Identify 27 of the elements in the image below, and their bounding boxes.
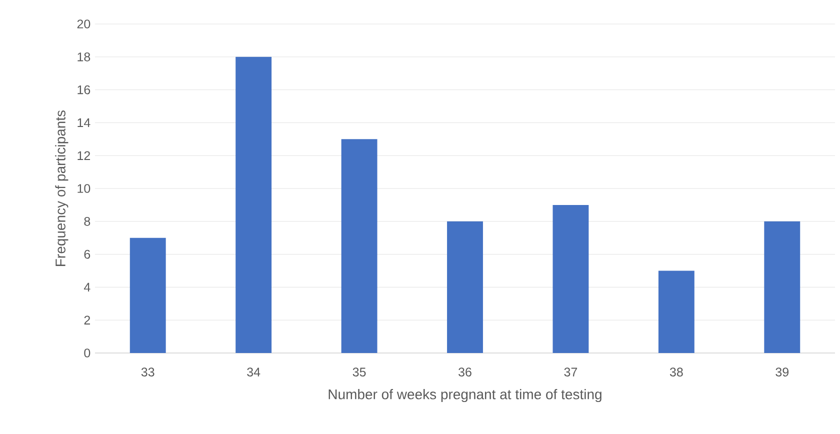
x-axis-title: Number of weeks pregnant at time of testing [328, 389, 602, 402]
y-axis-title: Frequency of participants [55, 110, 68, 266]
x-tick-label: 34 [247, 368, 260, 376]
x-tick-label: 33 [141, 368, 154, 376]
bar [130, 238, 166, 353]
bar [658, 270, 694, 353]
y-tick-label: 6 [84, 250, 90, 259]
x-tick-label: 36 [458, 368, 472, 376]
y-tick-label: 0 [84, 348, 90, 358]
bar [341, 139, 378, 353]
y-tick-label: 14 [78, 118, 90, 127]
bar [552, 204, 589, 353]
bar [447, 221, 483, 353]
x-tick-label: 38 [670, 368, 683, 376]
y-tick-label: 8 [84, 216, 90, 226]
x-tick-label: 39 [776, 368, 789, 376]
x-tick-label: 35 [352, 368, 366, 376]
y-tick-label: 20 [77, 20, 90, 28]
y-tick-label: 12 [78, 151, 90, 160]
bar [236, 56, 272, 353]
y-tick-label: 4 [84, 282, 90, 292]
y-tick-label: 2 [84, 316, 90, 324]
y-tick-label: 10 [78, 184, 90, 193]
bar [764, 221, 800, 353]
x-tick-label: 37 [564, 368, 578, 376]
y-tick-label: 18 [78, 52, 90, 62]
y-tick-label: 16 [78, 85, 90, 94]
